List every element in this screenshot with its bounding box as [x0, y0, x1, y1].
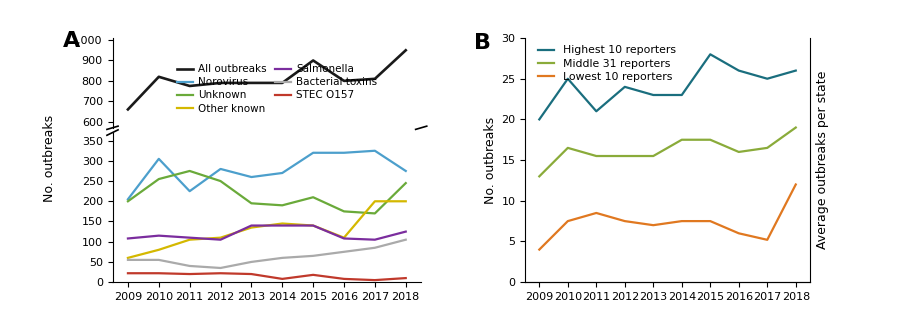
Middle 31 reporters — [619, 154, 630, 158]
Middle 31 reporters — [534, 174, 544, 178]
Middle 31 reporters — [705, 138, 716, 142]
Lowest 10 reporters — [705, 219, 716, 223]
Text: B: B — [473, 33, 491, 53]
Highest 10 reporters — [619, 85, 630, 89]
Highest 10 reporters — [762, 77, 773, 81]
Middle 31 reporters — [734, 150, 744, 154]
Lowest 10 reporters — [762, 238, 773, 242]
Legend: All outbreaks, Norovirus, Unknown, Other known, Salmonella, Bacterial toxins, ST: All outbreaks, Norovirus, Unknown, Other… — [174, 60, 382, 118]
Text: No. outbreaks: No. outbreaks — [43, 115, 56, 202]
Highest 10 reporters — [705, 52, 716, 56]
Middle 31 reporters — [762, 146, 773, 150]
Lowest 10 reporters — [562, 219, 573, 223]
Middle 31 reporters — [591, 154, 602, 158]
Highest 10 reporters — [562, 77, 573, 81]
Lowest 10 reporters — [677, 219, 688, 223]
Highest 10 reporters — [734, 69, 744, 73]
Middle 31 reporters — [648, 154, 659, 158]
Y-axis label: Average outbreaks per state: Average outbreaks per state — [815, 71, 829, 249]
Middle 31 reporters — [677, 138, 688, 142]
Middle 31 reporters — [790, 126, 801, 129]
Line: Middle 31 reporters: Middle 31 reporters — [539, 127, 796, 176]
Highest 10 reporters — [648, 93, 659, 97]
Lowest 10 reporters — [534, 248, 544, 251]
Highest 10 reporters — [790, 69, 801, 73]
Line: Lowest 10 reporters: Lowest 10 reporters — [539, 184, 796, 249]
Text: A: A — [63, 31, 80, 51]
Lowest 10 reporters — [648, 223, 659, 227]
Lowest 10 reporters — [591, 211, 602, 215]
Lowest 10 reporters — [619, 219, 630, 223]
Highest 10 reporters — [591, 109, 602, 113]
Middle 31 reporters — [562, 146, 573, 150]
Line: Highest 10 reporters: Highest 10 reporters — [539, 54, 796, 120]
Lowest 10 reporters — [734, 231, 744, 235]
Highest 10 reporters — [534, 118, 544, 121]
Lowest 10 reporters — [790, 183, 801, 186]
Highest 10 reporters — [677, 93, 688, 97]
Y-axis label: No. outbreaks: No. outbreaks — [484, 117, 497, 204]
Legend: Highest 10 reporters, Middle 31 reporters, Lowest 10 reporters: Highest 10 reporters, Middle 31 reporter… — [534, 41, 680, 86]
